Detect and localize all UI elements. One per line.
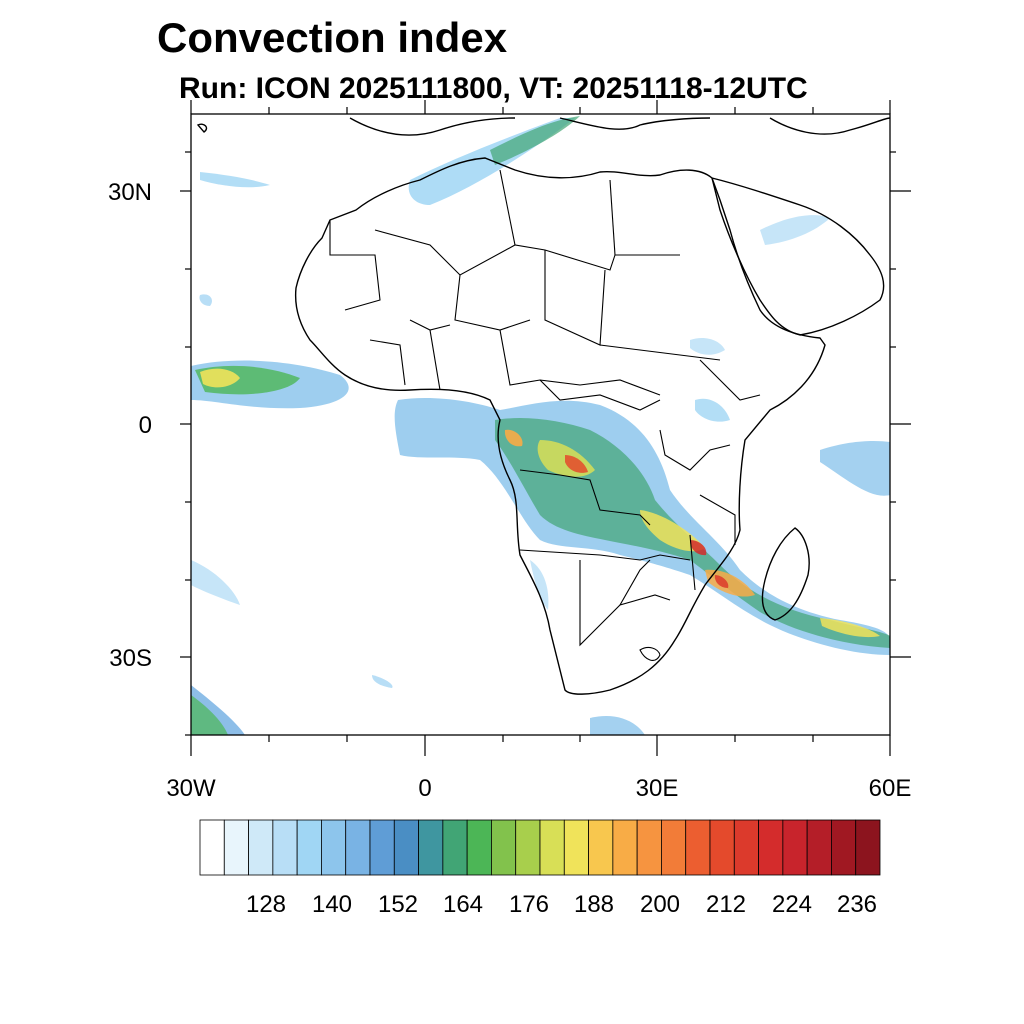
colorbar-label: 200	[640, 891, 680, 918]
colorbar-label: 236	[837, 891, 877, 918]
lat-label-30n: 30N	[108, 179, 152, 206]
colorbar-box	[442, 819, 468, 876]
lat-label-0: 0	[139, 412, 152, 439]
colorbar-label: 128	[246, 891, 286, 918]
colorbar-box	[199, 819, 225, 876]
colorbar-box	[661, 819, 687, 876]
map-title: Convection index	[157, 14, 508, 61]
colorbar-box	[636, 819, 662, 876]
colorbar-box	[685, 819, 711, 876]
lon-label-30e: 30E	[636, 775, 679, 802]
colorbar-box	[588, 819, 614, 876]
colorbar-label: 140	[312, 891, 352, 918]
coastlines	[196, 117, 890, 695]
colorbar-box	[466, 819, 492, 876]
colorbar-box	[782, 819, 808, 876]
colorbar-box	[539, 819, 565, 876]
colorbar	[199, 819, 881, 876]
colorbar-box	[806, 819, 832, 876]
colorbar-box	[321, 819, 347, 876]
lat-label-30s: 30S	[109, 645, 152, 672]
convection-field	[191, 116, 890, 735]
colorbar-box	[369, 819, 395, 876]
colorbar-box	[758, 819, 784, 876]
lon-label-30w: 30W	[166, 775, 216, 802]
colorbar-box	[393, 819, 419, 876]
colorbar-label: 152	[378, 891, 418, 918]
country-borders	[329, 169, 761, 661]
colorbar-box	[491, 819, 517, 876]
colorbar-box	[563, 819, 589, 876]
colorbar-box	[612, 819, 638, 876]
colorbar-label: 164	[443, 891, 483, 918]
colorbar-box	[733, 819, 759, 876]
colorbar-labels: 128 140 152 164 176 188 200 212 224 236	[246, 891, 877, 918]
colorbar-box	[855, 819, 881, 876]
colorbar-box	[248, 819, 274, 876]
axis-ticks	[180, 100, 911, 756]
lon-label-0: 0	[418, 775, 431, 802]
lon-label-60e: 60E	[869, 775, 912, 802]
colorbar-box	[345, 819, 371, 876]
colorbar-box	[709, 819, 735, 876]
colorbar-box	[272, 819, 298, 876]
map-subtitle: Run: ICON 2025111800, VT: 20251118-12UTC	[179, 72, 808, 105]
colorbar-box	[296, 819, 322, 876]
colorbar-label: 176	[509, 891, 549, 918]
colorbar-box	[515, 819, 541, 876]
colorbar-box	[223, 819, 249, 876]
colorbar-box	[418, 819, 444, 876]
colorbar-label: 212	[706, 891, 746, 918]
colorbar-label: 224	[772, 891, 812, 918]
colorbar-label: 188	[574, 891, 614, 918]
colorbar-box	[831, 819, 857, 876]
